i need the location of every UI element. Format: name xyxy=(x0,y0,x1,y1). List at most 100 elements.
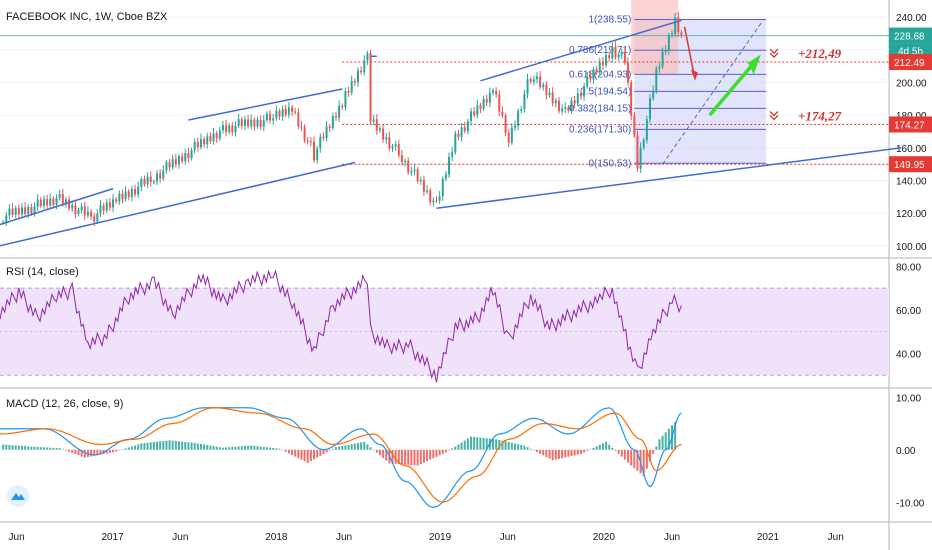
candle-body xyxy=(523,94,526,110)
macd-histogram-bar xyxy=(143,443,146,450)
macd-histogram-bar xyxy=(256,446,259,450)
price-tick-label: 160.00 xyxy=(896,144,927,155)
macd-histogram-bar xyxy=(253,445,256,450)
candle-body xyxy=(369,53,372,122)
chart-title: FACEBOOK INC, 1W, Cboe BZX xyxy=(6,11,168,23)
candle-body xyxy=(435,200,438,202)
candle xyxy=(611,42,614,63)
candle-body xyxy=(55,197,58,205)
candle-body xyxy=(231,125,234,133)
double-chevron-down-icon xyxy=(769,48,779,58)
candle-body xyxy=(526,79,529,95)
candle xyxy=(344,87,347,111)
candle xyxy=(80,202,83,214)
macd-line xyxy=(0,407,682,509)
candle xyxy=(322,132,325,141)
candle xyxy=(272,113,275,125)
candle xyxy=(287,101,290,119)
candle xyxy=(338,100,341,122)
fib-level-label: 0.5(194.54) xyxy=(580,86,631,97)
candle xyxy=(444,170,447,182)
rsi-title: RSI (14, close) xyxy=(6,266,79,278)
candle-body xyxy=(291,107,294,112)
macd-histogram-bar xyxy=(165,440,168,450)
candle xyxy=(243,116,246,131)
candle xyxy=(633,112,636,138)
candle xyxy=(5,211,8,226)
candle xyxy=(159,169,162,183)
candle xyxy=(112,193,115,212)
trend-line xyxy=(436,147,902,209)
macd-histogram-bar xyxy=(529,448,532,450)
candle-body xyxy=(394,144,397,147)
candle-body xyxy=(356,70,359,83)
macd-histogram-bar xyxy=(90,449,93,457)
macd-signal-line xyxy=(0,407,682,503)
candle xyxy=(68,195,71,212)
candle-body xyxy=(127,191,130,197)
candle xyxy=(614,41,617,60)
price-badge-box xyxy=(889,27,932,44)
candle-body xyxy=(118,193,121,202)
candle xyxy=(350,75,353,96)
candle xyxy=(649,93,652,124)
candle xyxy=(225,119,228,137)
macd-histogram-bar xyxy=(482,437,485,450)
candle xyxy=(416,167,419,184)
candle xyxy=(551,87,554,107)
time-tick-label: Jun xyxy=(664,532,680,543)
candle xyxy=(105,198,108,213)
candle-body xyxy=(61,194,64,204)
candle-body xyxy=(404,160,407,163)
macd-histogram-bar xyxy=(438,449,441,456)
macd-histogram-bar xyxy=(313,449,316,460)
candle-body xyxy=(457,133,460,137)
candle-body xyxy=(520,109,523,111)
rsi-line xyxy=(0,269,682,383)
macd-histogram-bar xyxy=(124,448,127,450)
candle xyxy=(206,132,209,149)
candle-body xyxy=(586,76,589,87)
candle xyxy=(77,207,80,217)
price-badge-text: 174.27 xyxy=(894,120,925,131)
macd-histogram-bar xyxy=(209,445,212,450)
trend-line xyxy=(0,187,114,226)
macd-histogram-bar xyxy=(507,442,510,450)
candle xyxy=(372,114,375,125)
candle xyxy=(495,87,498,98)
candle-body xyxy=(146,176,149,185)
macd-histogram-bar xyxy=(441,449,444,454)
candle xyxy=(124,186,127,202)
macd-histogram-bar xyxy=(674,421,677,450)
macd-histogram-bar xyxy=(448,449,451,451)
macd-histogram-bar xyxy=(523,445,526,450)
candle xyxy=(517,108,520,131)
candle xyxy=(49,193,52,208)
macd-histogram-bar xyxy=(281,449,284,451)
macd-histogram-bar xyxy=(140,443,143,450)
candle-body xyxy=(485,99,488,103)
candle-body xyxy=(542,84,545,88)
candle-body xyxy=(140,178,143,187)
time-tick-label: 2020 xyxy=(593,532,616,543)
candle xyxy=(671,30,673,38)
candle xyxy=(278,108,281,121)
candle xyxy=(209,131,212,144)
candle xyxy=(39,197,42,209)
candle xyxy=(215,130,218,143)
candle xyxy=(391,143,394,152)
candle-body xyxy=(338,105,341,118)
candle-body xyxy=(272,118,275,121)
macd-histogram-bar xyxy=(112,449,115,453)
candle xyxy=(309,136,312,147)
candle xyxy=(661,47,664,70)
fib-level-label: 0.786(219.71) xyxy=(569,45,631,56)
macd-histogram-bar xyxy=(181,441,184,450)
candle-body xyxy=(360,70,363,73)
candle xyxy=(96,209,99,225)
candle-body xyxy=(510,127,513,143)
candle xyxy=(526,73,529,99)
candle xyxy=(64,196,67,208)
macd-histogram-bar xyxy=(454,446,457,450)
